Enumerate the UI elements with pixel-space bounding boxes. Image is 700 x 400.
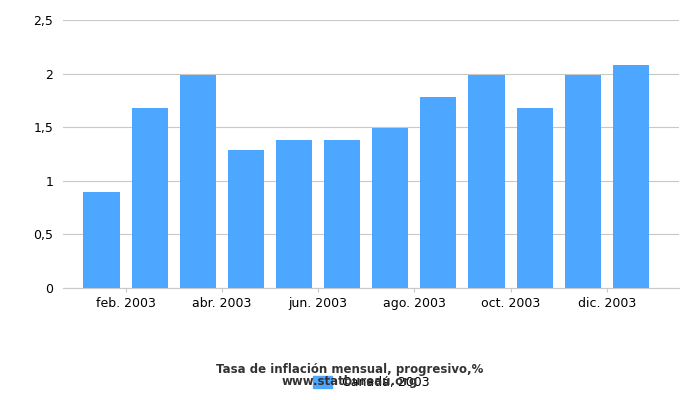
Text: Tasa de inflación mensual, progresivo,%: Tasa de inflación mensual, progresivo,% bbox=[216, 364, 484, 376]
Bar bbox=[324, 140, 360, 288]
Legend: Canadá, 2003: Canadá, 2003 bbox=[308, 371, 434, 394]
Bar bbox=[83, 192, 120, 288]
Bar bbox=[612, 65, 649, 288]
Bar bbox=[228, 150, 264, 288]
Bar bbox=[468, 75, 505, 288]
Bar bbox=[517, 108, 553, 288]
Bar bbox=[132, 108, 168, 288]
Bar bbox=[372, 128, 408, 288]
Bar bbox=[420, 97, 456, 288]
Bar bbox=[180, 75, 216, 288]
Text: www.statbureau.org: www.statbureau.org bbox=[282, 376, 418, 388]
Bar bbox=[276, 140, 312, 288]
Bar bbox=[565, 75, 601, 288]
